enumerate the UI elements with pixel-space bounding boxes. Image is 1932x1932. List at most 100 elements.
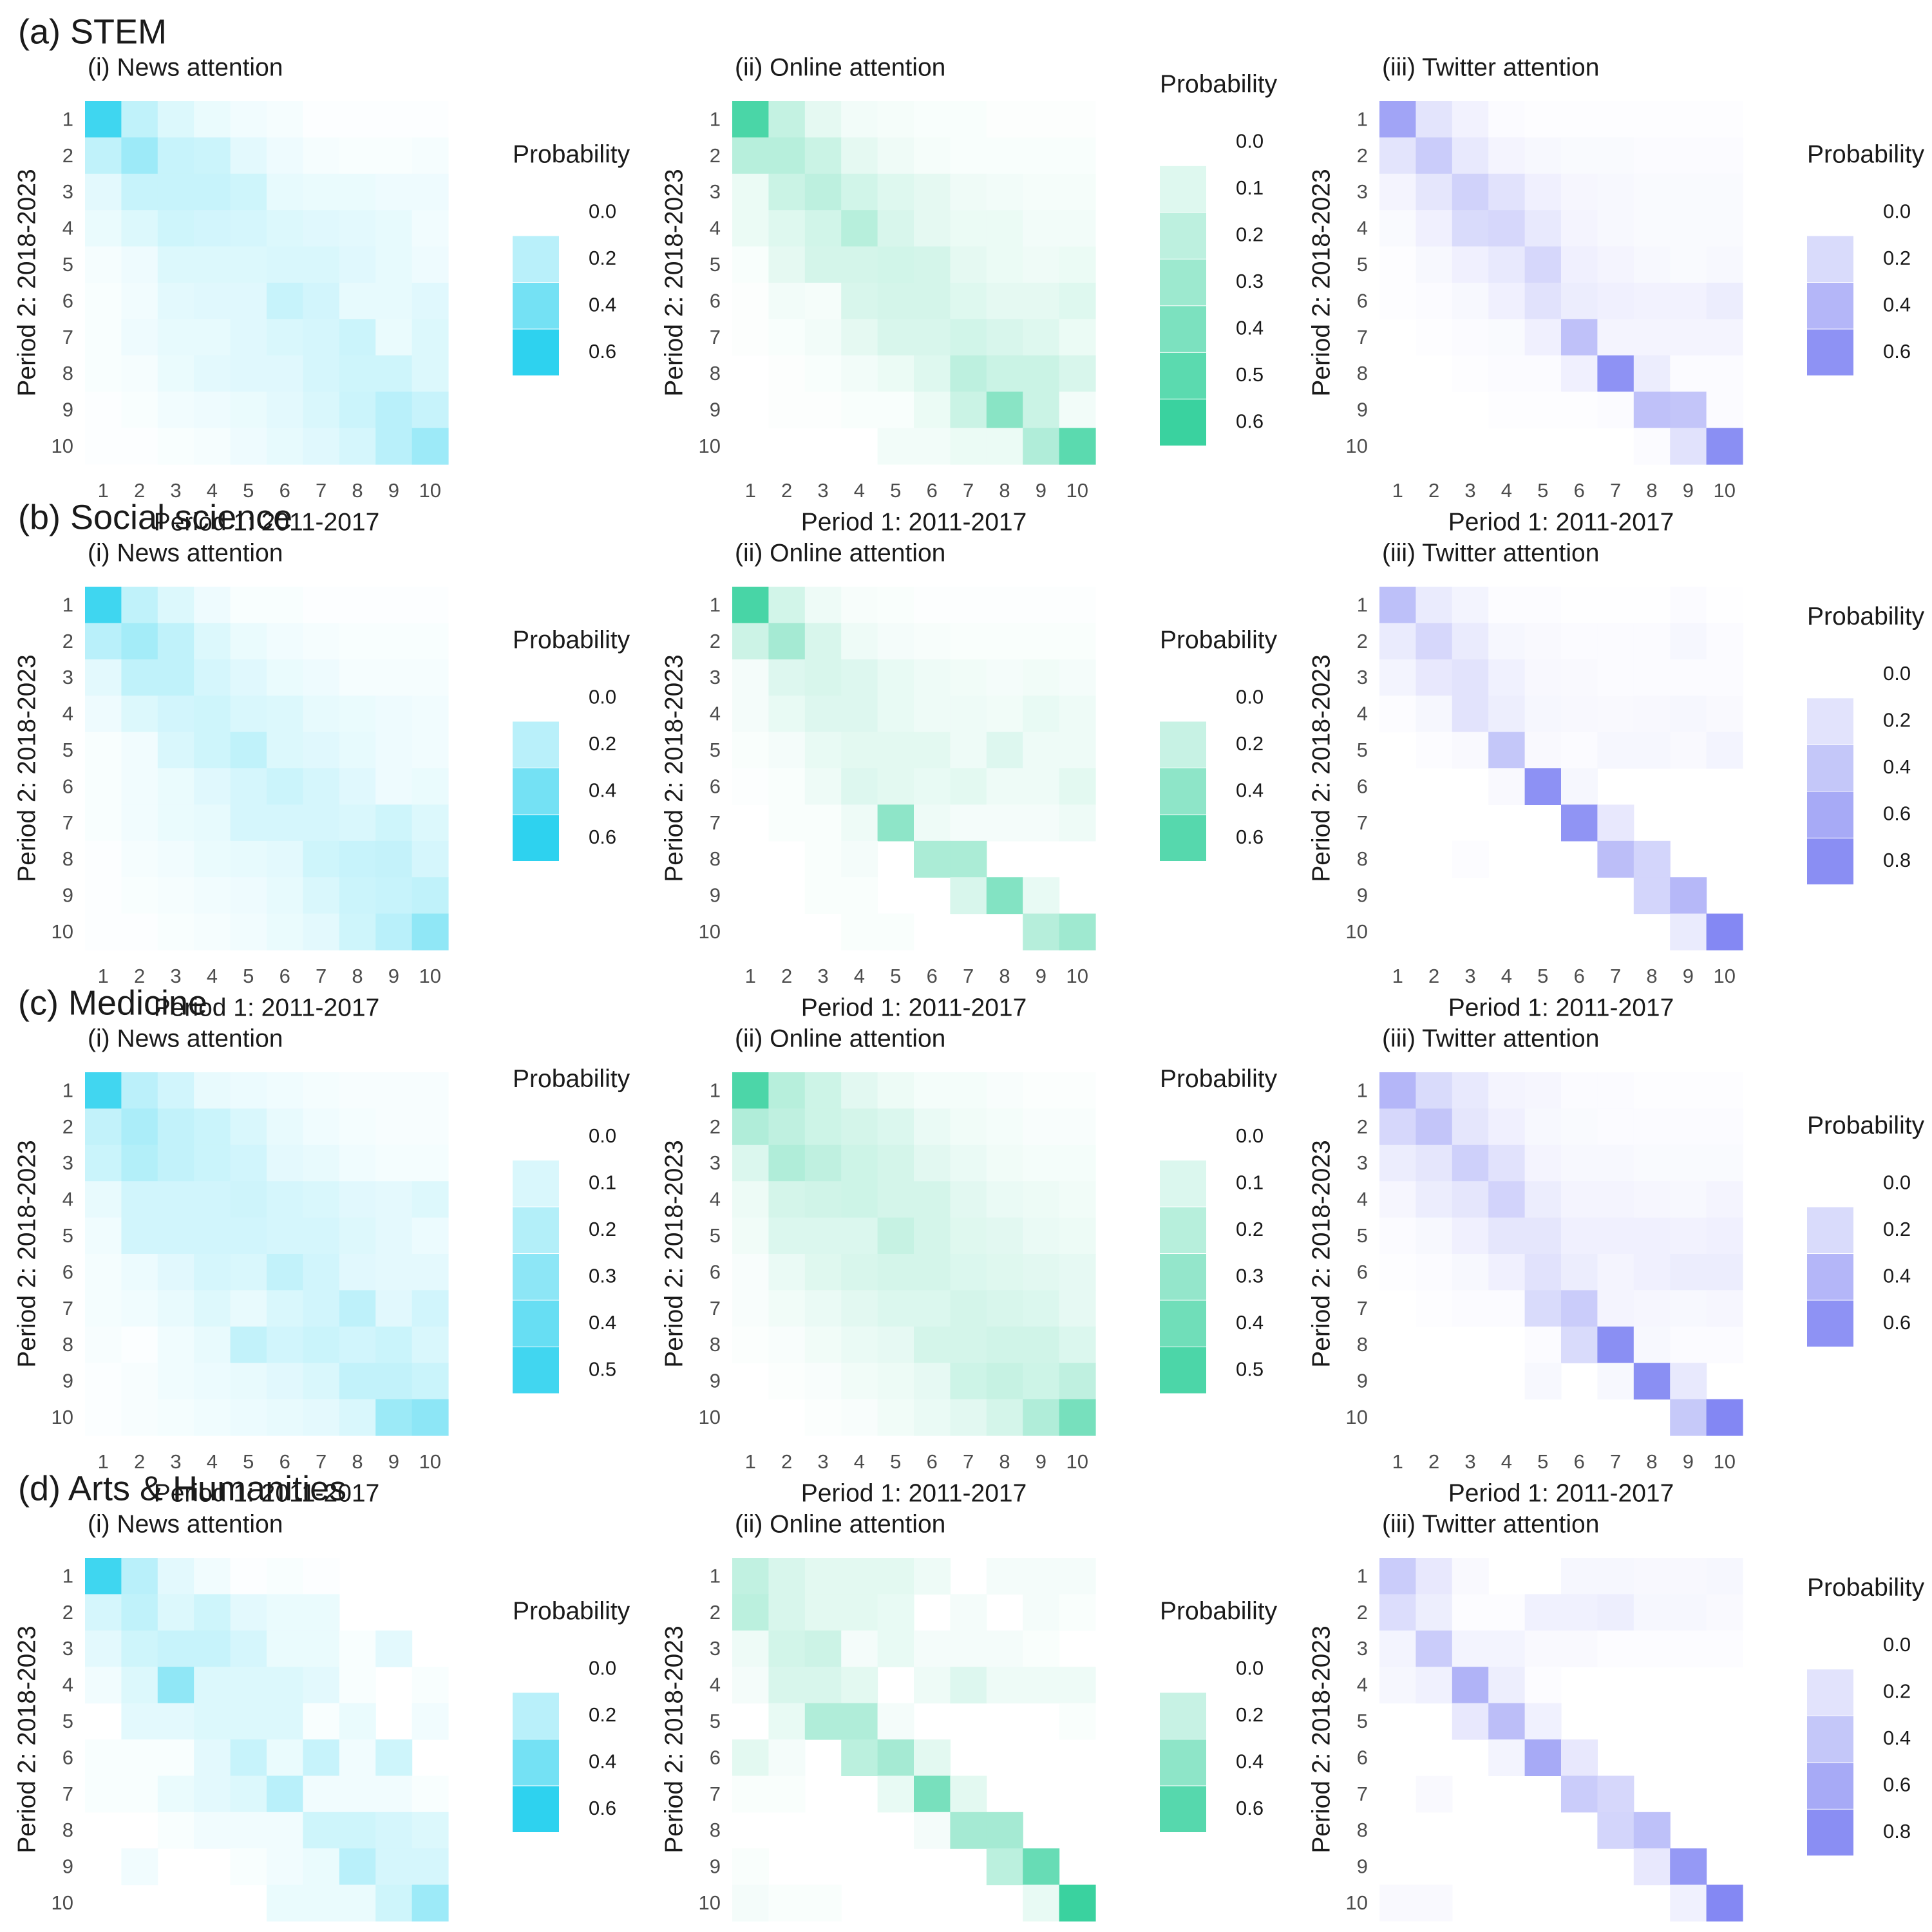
heatmap-cell [732, 768, 769, 805]
legend-key [1160, 1300, 1206, 1347]
heatmap-cell [375, 1072, 413, 1109]
heatmap-cell [1633, 840, 1671, 878]
x-tick-label: 8 [352, 479, 363, 502]
heatmap-cell [1379, 696, 1416, 733]
heatmap-cell [339, 1181, 376, 1218]
legend-label: 0.0 [589, 685, 616, 708]
heatmap-cell [157, 659, 194, 696]
y-tick-label: 4 [1357, 217, 1368, 240]
heatmap-cell [914, 1363, 951, 1400]
heatmap-cell [1561, 246, 1598, 283]
heatmap-cell [1488, 1594, 1526, 1631]
heatmap-cell [1452, 659, 1489, 696]
heatmap-cell [768, 1558, 806, 1595]
heatmap-cell [157, 1108, 194, 1146]
heatmap-cell [877, 1290, 914, 1327]
heatmap-cell [1706, 210, 1743, 247]
x-tick-label: 10 [1714, 1450, 1736, 1473]
heatmap-cell [986, 1181, 1023, 1218]
heatmap-cell [732, 1594, 769, 1631]
heatmap-cell [1633, 1558, 1671, 1595]
heatmap-cell [1023, 137, 1060, 175]
x-tick-label: 4 [1501, 479, 1512, 502]
heatmap-cell [230, 428, 267, 465]
heatmap-cell [768, 804, 806, 842]
heatmap-cell [1670, 1399, 1707, 1436]
y-axis-title: Period 2: 2018-2023 [660, 1140, 688, 1367]
y-tick-label: 4 [62, 1188, 73, 1211]
heatmap-cell [267, 1144, 303, 1182]
heatmap-cell [1670, 319, 1707, 356]
heatmap-cell [768, 1630, 806, 1667]
heatmap-cell [85, 101, 122, 138]
heatmap-cell [804, 319, 842, 356]
heatmap-cell [1561, 137, 1598, 175]
heatmap-cell [841, 1181, 878, 1218]
heatmap-cell [121, 840, 158, 878]
legend-key [1807, 283, 1853, 329]
heatmap-cell [877, 428, 914, 465]
heatmap-cell [1023, 1667, 1060, 1704]
heatmap-cell [303, 1399, 340, 1436]
heatmap-cell [1633, 101, 1671, 138]
heatmap-cell [1670, 1848, 1707, 1886]
heatmap-cell [1416, 623, 1453, 660]
heatmap-cell [85, 1558, 122, 1595]
heatmap-cell [986, 1326, 1023, 1363]
heatmap-cell [732, 1217, 769, 1255]
heatmap-cell [1023, 732, 1060, 769]
heatmap-cell [1524, 246, 1562, 283]
y-tick-label: 10 [1346, 1406, 1368, 1428]
heatmap-cell [194, 732, 231, 769]
heatmap-cell [1706, 696, 1743, 733]
heatmap-cell [1023, 355, 1060, 392]
legend-label: 0.8 [1883, 1820, 1911, 1842]
y-tick-label: 4 [710, 217, 721, 240]
heatmap-cell [121, 1630, 158, 1667]
heatmap-cell [157, 173, 194, 211]
heatmap-cell [914, 246, 951, 283]
heatmap-cell [121, 913, 158, 951]
heatmap-cell [914, 659, 951, 696]
y-axis-title: Period 2: 2018-2023 [660, 169, 688, 396]
y-tick-label: 7 [710, 1297, 721, 1320]
heatmap-cell [1059, 587, 1096, 623]
heatmap-cell [1452, 101, 1489, 138]
heatmap-cell [1023, 246, 1060, 283]
heatmap-cell [986, 1072, 1023, 1109]
heatmap-cell [412, 804, 449, 842]
heatmap-cell [914, 355, 951, 392]
heatmap-cell [230, 1558, 267, 1595]
heatmap-cell [267, 1667, 303, 1704]
heatmap-cell [194, 1181, 231, 1218]
heatmap-cell [1670, 1144, 1707, 1182]
y-tick-label: 2 [62, 1601, 73, 1624]
x-axis-title: Period 1: 2011-2017 [154, 1479, 380, 1507]
heatmap-cell [914, 173, 951, 211]
heatmap-cell [950, 101, 987, 138]
y-tick-label: 4 [62, 217, 73, 240]
heatmap-cell [1452, 1290, 1489, 1327]
heatmap-cell [194, 1144, 231, 1182]
heatmap-cell [1597, 1290, 1634, 1327]
heatmap-cell [157, 210, 194, 247]
heatmap-cell [412, 210, 449, 247]
heatmap-cell [121, 1217, 158, 1255]
heatmap-cell [877, 804, 914, 842]
heatmap-cell [1416, 101, 1453, 138]
y-tick-label: 8 [710, 848, 721, 870]
heatmap-cell [1597, 1558, 1634, 1595]
heatmap-cell [157, 1290, 194, 1327]
heatmap-cell [804, 1630, 842, 1667]
heatmap-cell [1597, 355, 1634, 392]
heatmap-cell [412, 1144, 449, 1182]
heatmap-cell [1023, 804, 1060, 842]
panel-title: (iii) Twitter attention [1382, 53, 1599, 81]
heatmap-cell [1059, 137, 1096, 175]
x-tick-label: 6 [927, 965, 938, 987]
heatmap-cell [986, 210, 1023, 247]
heatmap-cell [1524, 1630, 1562, 1667]
heatmap-cell [1379, 1181, 1416, 1218]
heatmap-cell [412, 1776, 449, 1813]
legend-label: 0.2 [1883, 1680, 1911, 1703]
